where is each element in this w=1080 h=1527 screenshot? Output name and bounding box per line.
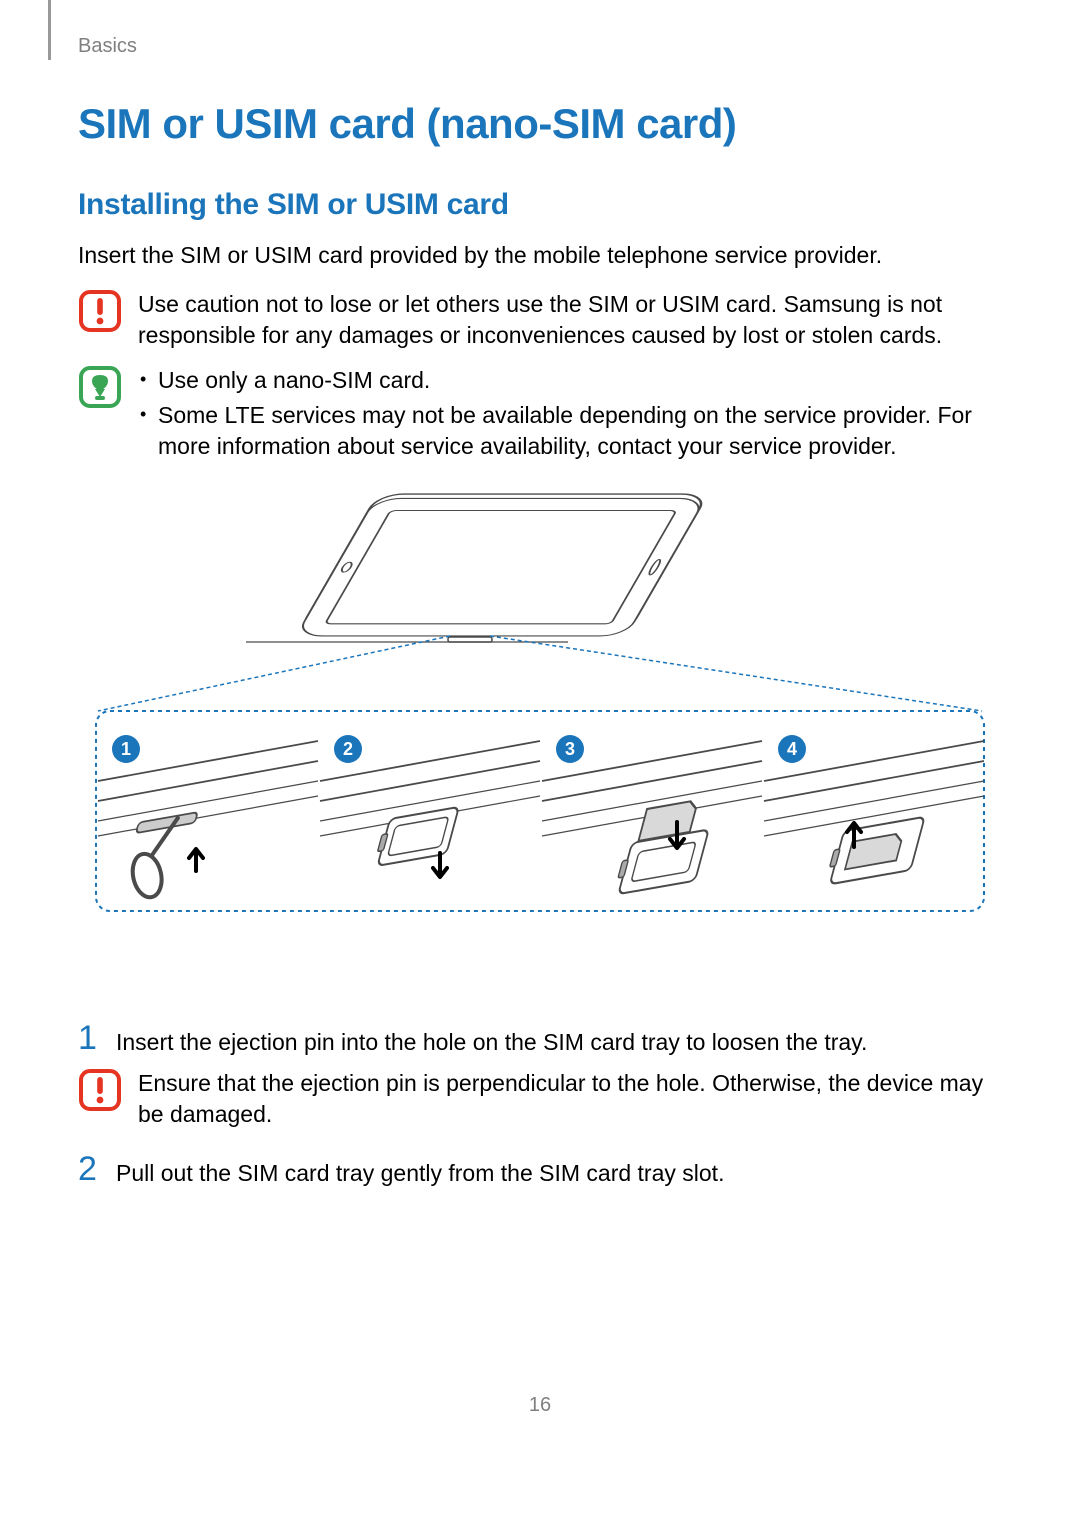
notice-bullet: • Use only a nano-SIM card.: [138, 365, 1002, 396]
page-number: 16: [0, 1394, 1080, 1417]
step-number: 1: [78, 1021, 116, 1055]
intro-text: Insert the SIM or USIM card provided by …: [78, 240, 1002, 271]
diagram-step-badge: 4: [787, 739, 797, 759]
bullet-text: Some LTE services may not be available d…: [158, 400, 1002, 462]
step-text: Pull out the SIM card tray gently from t…: [116, 1152, 1002, 1189]
page-header-section: Basics: [78, 35, 137, 58]
caution-icon: [78, 289, 138, 338]
notice-bullet: • Some LTE services may not be available…: [138, 400, 1002, 462]
caution-icon: [78, 1068, 138, 1117]
caution-text: Use caution not to lose or let others us…: [138, 289, 1002, 351]
section-subtitle: Installing the SIM or USIM card: [78, 188, 1002, 222]
caution-block: Use caution not to lose or let others us…: [78, 289, 1002, 351]
sim-install-diagram: 1: [78, 486, 1002, 971]
caution-text: Ensure that the ejection pin is perpendi…: [138, 1068, 1002, 1130]
diagram-step-badge: 3: [565, 739, 575, 759]
diagram-step-badge: 2: [343, 739, 353, 759]
notice-text: • Use only a nano-SIM card. • Some LTE s…: [138, 365, 1002, 466]
step-row: 1 Insert the ejection pin into the hole …: [78, 1021, 1002, 1058]
page-title: SIM or USIM card (nano-SIM card): [78, 100, 1002, 148]
notice-block: • Use only a nano-SIM card. • Some LTE s…: [78, 365, 1002, 466]
page-content: SIM or USIM card (nano-SIM card) Install…: [78, 100, 1002, 1197]
step-number: 2: [78, 1152, 116, 1186]
page-corner-rule: [48, 0, 51, 60]
tablet-illustration: [246, 494, 708, 642]
bullet-dot: •: [138, 400, 158, 462]
diagram-panels: 1: [98, 735, 984, 900]
bullet-dot: •: [138, 365, 158, 396]
bullet-text: Use only a nano-SIM card.: [158, 365, 1002, 396]
caution-block: Ensure that the ejection pin is perpendi…: [78, 1068, 1002, 1130]
notice-icon: [78, 365, 138, 414]
step-text: Insert the ejection pin into the hole on…: [116, 1021, 1002, 1058]
diagram-step-badge: 1: [121, 739, 131, 759]
step-row: 2 Pull out the SIM card tray gently from…: [78, 1152, 1002, 1189]
